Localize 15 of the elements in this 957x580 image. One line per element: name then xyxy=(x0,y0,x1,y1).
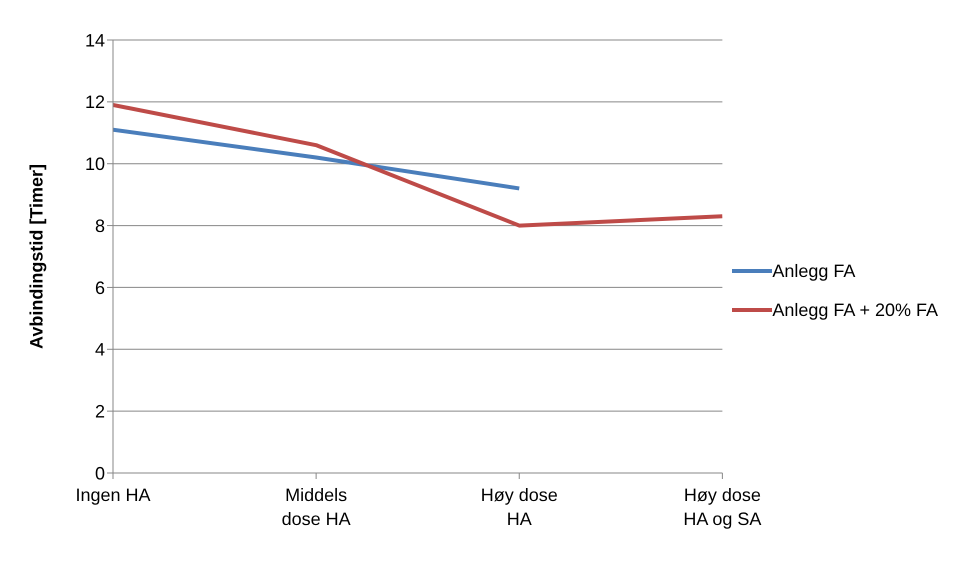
y-tick-label: 8 xyxy=(94,216,105,236)
x-tick-label: Middels dose HA xyxy=(282,485,351,529)
y-tick-label: 10 xyxy=(84,154,105,174)
legend-label: Anlegg FA + 20% FA xyxy=(772,300,938,320)
y-axis-title: Avbindingstid [Timer] xyxy=(26,164,46,350)
y-tick-label: 2 xyxy=(94,402,105,422)
y-tick-label: 0 xyxy=(94,463,105,484)
x-tick-label: Ingen HA xyxy=(75,485,151,505)
y-tick-label: 12 xyxy=(84,92,105,112)
y-tick-label: 4 xyxy=(94,340,105,360)
x-tick-label: Høy dose HA og SA xyxy=(683,485,762,529)
x-tick-label: Høy dose HA xyxy=(480,485,558,529)
y-tick-label: 6 xyxy=(94,278,105,298)
legend-label: Anlegg FA xyxy=(772,260,856,282)
y-tick-label: 14 xyxy=(84,30,105,50)
